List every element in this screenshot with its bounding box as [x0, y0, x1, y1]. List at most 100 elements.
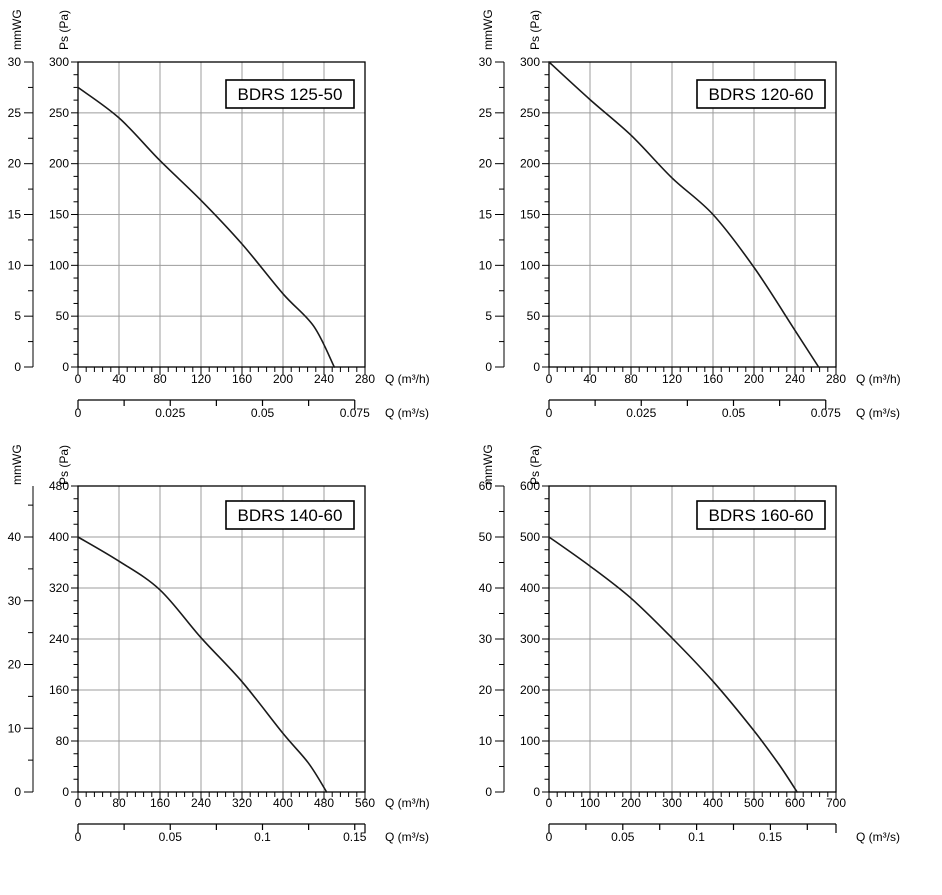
- fan-curve: [77, 86, 336, 368]
- chart-title-box: [696, 500, 826, 530]
- y2-tick-label: 10: [479, 258, 493, 272]
- x2-tick-label: 0.1: [688, 830, 705, 844]
- y-tick-label: 160: [49, 683, 69, 697]
- x2-axis-m3s: 0 0.025 0.05 0.075 Q (m³/s): [75, 399, 429, 420]
- x-tick-label: 40: [583, 372, 597, 386]
- x-tick-label: 80: [624, 372, 638, 386]
- y2-tick-label: 60: [479, 479, 493, 493]
- y2-tick-label: 10: [479, 734, 493, 748]
- y2-axis-mmwg: 0 5 10 15 20 25 30: [8, 55, 34, 374]
- y-axis-pa: 0 100 200 300 400 500 600: [520, 479, 549, 799]
- x-tick-label: 500: [744, 796, 764, 810]
- chart-bdrs-125-50: 0 50 100 150 200 250 300 0 5 10 15 20 25 30 0 40 80 120 16…: [0, 0, 471, 445]
- y2-tick-label: 25: [479, 106, 493, 120]
- x-tick-label: 160: [703, 372, 723, 386]
- y-tick-label: 300: [520, 55, 540, 69]
- y-tick-label: 0: [533, 785, 540, 799]
- x2-axis-m3s: 0 0.05 0.1 0.15 Q (m³/s): [546, 823, 900, 844]
- y2-axis-title: mmWG: [10, 9, 24, 50]
- x2-tick-label: 0.05: [722, 406, 746, 420]
- x2-tick-label: 0.05: [251, 406, 275, 420]
- x2-tick-label: 0.15: [343, 830, 367, 844]
- y2-axis-title: mmWG: [481, 9, 495, 50]
- x-axis-m3h: 0 40 80 120 160 200 240 280 Q (m³/h): [75, 367, 430, 386]
- x-tick-label: 300: [662, 796, 682, 810]
- y-tick-label: 150: [520, 208, 540, 222]
- x2-tick-label: 0.075: [811, 406, 841, 420]
- y2-tick-label: 15: [479, 208, 493, 222]
- y2-axis-mmwg: 0 5 10 15 20 25 30: [479, 55, 505, 374]
- chart-title: BDRS 160-60: [709, 506, 814, 525]
- y2-tick-label: 5: [14, 309, 21, 323]
- x-tick-label: 480: [314, 796, 334, 810]
- x-tick-label: 240: [314, 372, 334, 386]
- y2-tick-label: 10: [8, 721, 22, 735]
- x-tick-label: 80: [153, 372, 167, 386]
- x2-tick-label: 0: [546, 830, 553, 844]
- chart-bdrs-120-60: 0 50 100 150 200 250 300 0 5 10 15 20 25 30 0 40 80 120 16…: [471, 0, 942, 445]
- x-tick-label: 280: [826, 372, 846, 386]
- x-axis-m3h: 0 100 200 300 400 500 600 700: [546, 792, 846, 810]
- x2-tick-label: 0: [546, 406, 553, 420]
- x-axis-m3h: 0 40 80 120 160 200 240 280 Q (m³/h): [546, 367, 901, 386]
- y2-axis-mmwg: 0 10 20 30 40: [8, 486, 34, 799]
- y-tick-label: 150: [49, 208, 69, 222]
- y2-axis-title: mmWG: [10, 445, 24, 485]
- y-tick-label: 100: [49, 258, 69, 272]
- y2-tick-label: 40: [8, 530, 22, 544]
- x-tick-label: 320: [232, 796, 252, 810]
- chart-bdrs-140-60: 0 80 160 240 320 400 480 0 10 20 30 40 0 80 160 240 320 4…: [0, 444, 471, 890]
- x2-tick-label: 0.075: [340, 406, 370, 420]
- y-axis-pa: 0 50 100 150 200 250 300: [520, 55, 549, 374]
- y-tick-label: 300: [520, 632, 540, 646]
- y2-tick-label: 15: [8, 208, 22, 222]
- y2-tick-label: 30: [8, 594, 22, 608]
- y2-tick-label: 50: [479, 530, 493, 544]
- x2-tick-label: 0.025: [626, 406, 656, 420]
- y-tick-label: 400: [49, 530, 69, 544]
- x-tick-label: 400: [703, 796, 723, 810]
- x2-tick-label: 0.025: [155, 406, 185, 420]
- x-tick-label: 100: [580, 796, 600, 810]
- x2-tick-label: 0: [75, 406, 82, 420]
- x-tick-label: 160: [232, 372, 252, 386]
- y2-tick-label: 0: [14, 360, 21, 374]
- chart-title-box: [225, 79, 355, 109]
- y-tick-label: 100: [520, 734, 540, 748]
- x-tick-label: 240: [785, 372, 805, 386]
- x-axis-m3h: 0 80 160 240 320 400 480 560 Q (m³/h): [75, 792, 430, 810]
- y-tick-label: 500: [520, 530, 540, 544]
- x-tick-label: 200: [621, 796, 641, 810]
- y-tick-label: 200: [520, 683, 540, 697]
- x2-tick-label: 0.1: [254, 830, 271, 844]
- x-tick-label: 160: [150, 796, 170, 810]
- x-tick-label: 0: [546, 372, 553, 386]
- y-axis-title: Ps (Pa): [57, 445, 71, 485]
- y2-tick-label: 0: [485, 785, 492, 799]
- y-tick-label: 600: [520, 479, 540, 493]
- y2-tick-label: 25: [8, 106, 22, 120]
- x-tick-label: 120: [191, 372, 211, 386]
- y-tick-label: 320: [49, 581, 69, 595]
- y2-tick-label: 30: [8, 55, 22, 69]
- x-axis-unit-label: Q (m³/h): [856, 372, 901, 386]
- y-axis-pa: 0 80 160 240 320 400 480: [49, 479, 78, 799]
- y-tick-label: 100: [520, 258, 540, 272]
- x-tick-label: 560: [355, 796, 375, 810]
- y-tick-label: 250: [520, 106, 540, 120]
- x-tick-label: 0: [75, 796, 82, 810]
- x2-tick-label: 0.15: [759, 830, 783, 844]
- y-tick-label: 300: [49, 55, 69, 69]
- y-axis-title: Ps (Pa): [528, 10, 542, 50]
- x-tick-label: 0: [546, 796, 553, 810]
- fan-curve: [77, 536, 328, 793]
- chart-title: BDRS 125-50: [238, 85, 343, 104]
- y-tick-label: 480: [49, 479, 69, 493]
- y2-axis-mmwg: 0 10 20 30 40 50 60: [479, 479, 505, 799]
- y2-tick-label: 20: [479, 683, 493, 697]
- x-tick-label: 0: [75, 372, 82, 386]
- y2-tick-label: 30: [479, 55, 493, 69]
